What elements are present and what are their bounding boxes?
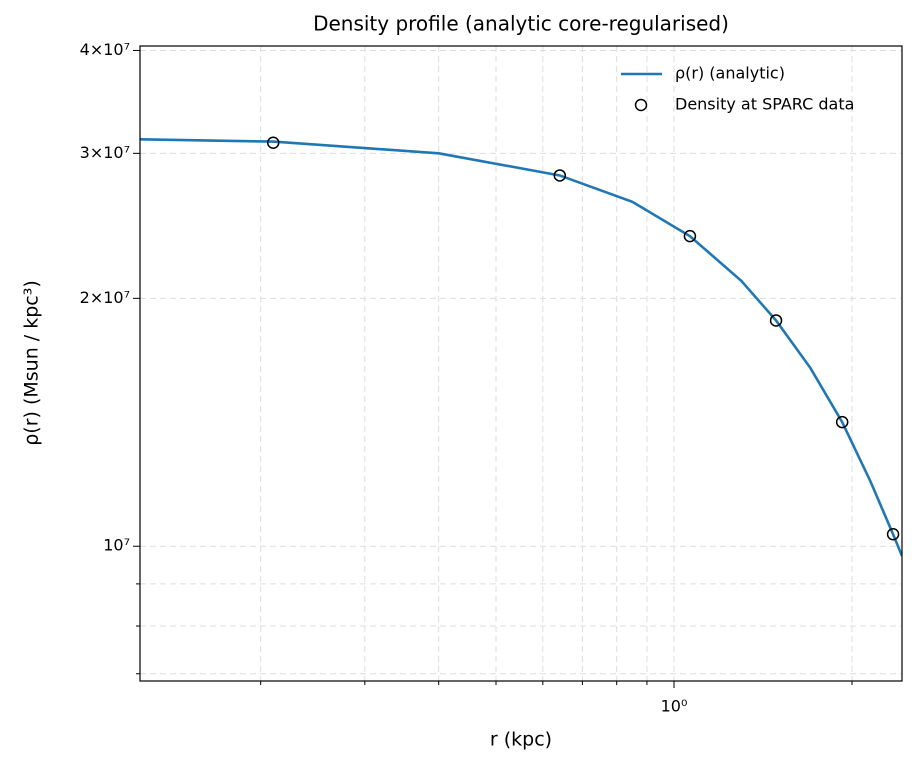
axes: 10⁰ 10⁷ 2×10⁷ 3×10⁷ 4×10⁷	[80, 40, 853, 716]
legend: ρ(r) (analytic) Density at SPARC data	[621, 64, 854, 114]
chart-title: Density profile (analytic core-regularis…	[313, 12, 729, 36]
y-tick-label: 10⁷	[103, 536, 130, 555]
y-axis-label: ρ(r) (Msun / kpc³)	[21, 280, 43, 446]
marker	[553, 169, 567, 182]
grid	[140, 46, 902, 681]
x-axis-label: r (kpc)	[490, 729, 552, 751]
x-tick-label: 10⁰	[661, 697, 688, 716]
marker	[886, 528, 900, 541]
marker	[683, 229, 697, 243]
y-tick-label: 2×10⁷	[80, 288, 130, 307]
legend-marker	[634, 98, 648, 112]
plot-area	[140, 136, 902, 557]
line	[140, 137, 902, 557]
y-tick-label: 4×10⁷	[80, 40, 130, 59]
plot-frame	[139, 45, 903, 682]
y-tick-label: 3×10⁷	[80, 143, 130, 162]
marker	[769, 314, 783, 327]
legend-label: ρ(r) (analytic)	[675, 64, 785, 83]
marker	[266, 136, 280, 150]
marker	[835, 415, 849, 429]
legend-label: Density at SPARC data	[675, 95, 854, 114]
